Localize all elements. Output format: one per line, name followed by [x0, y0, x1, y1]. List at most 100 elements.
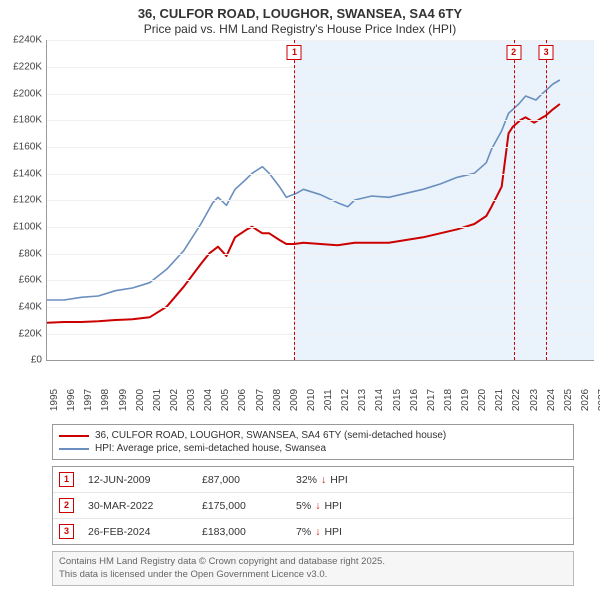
legend-label-hpi: HPI: Average price, semi-detached house,… [95, 443, 326, 454]
x-tick-label: 1997 [83, 389, 94, 411]
x-tick-label: 2014 [374, 389, 385, 411]
sale-row-date: 30-MAR-2022 [88, 500, 188, 512]
gridline [47, 147, 594, 148]
x-tick-label: 2018 [443, 389, 454, 411]
sale-row-delta: 5% ↓ HPI [296, 500, 342, 512]
sale-row: 1 12-JUN-2009 £87,000 32% ↓ HPI [53, 467, 573, 492]
y-tick-label: £20K [19, 328, 42, 339]
credit-box: Contains HM Land Registry data © Crown c… [52, 551, 574, 586]
x-tick-label: 2016 [409, 389, 420, 411]
x-tick-label: 1996 [66, 389, 77, 411]
gridline [47, 280, 594, 281]
x-tick-label: 2021 [494, 389, 505, 411]
sale-marker-line [294, 40, 295, 360]
sale-row-date: 12-JUN-2009 [88, 474, 188, 486]
sale-row-price: £175,000 [202, 500, 282, 512]
legend-item-hpi: HPI: Average price, semi-detached house,… [59, 442, 567, 455]
sale-row-delta: 32% ↓ HPI [296, 474, 348, 486]
gridline [47, 200, 594, 201]
x-tick-label: 1998 [100, 389, 111, 411]
sale-marker-badge: 2 [506, 45, 521, 60]
sale-marker-badge: 1 [287, 45, 302, 60]
y-tick-label: £60K [19, 275, 42, 286]
gridline [47, 120, 594, 121]
x-tick-label: 1999 [118, 389, 129, 411]
y-axis: £0£20K£40K£60K£80K£100K£120K£140K£160K£1… [0, 40, 46, 360]
arrow-down-icon: ↓ [321, 474, 326, 486]
x-tick-label: 2008 [272, 389, 283, 411]
y-tick-label: £40K [19, 301, 42, 312]
gridline [47, 94, 594, 95]
gridline [47, 67, 594, 68]
sale-row: 2 30-MAR-2022 £175,000 5% ↓ HPI [53, 492, 573, 518]
sale-marker-badge: 3 [539, 45, 554, 60]
x-tick-label: 1995 [49, 389, 60, 411]
x-tick-label: 2006 [237, 389, 248, 411]
sale-row-delta-pct: 32% [296, 474, 317, 486]
x-tick-label: 2007 [255, 389, 266, 411]
x-tick-label: 2022 [511, 389, 522, 411]
series-hpi [47, 80, 560, 300]
y-tick-label: £0 [31, 355, 42, 366]
x-tick-label: 2009 [289, 389, 300, 411]
x-axis: 1995 1996 1997 1998 1999 2000 2001 2002 2003 2004… [46, 360, 594, 420]
y-tick-label: £120K [13, 195, 42, 206]
gridline [47, 307, 594, 308]
y-tick-label: £180K [13, 115, 42, 126]
y-tick-label: £80K [19, 248, 42, 259]
x-tick-label: 2015 [392, 389, 403, 411]
sale-row-price: £87,000 [202, 474, 282, 486]
legend-item-property: 36, CULFOR ROAD, LOUGHOR, SWANSEA, SA4 6… [59, 429, 567, 442]
sale-row-vs: HPI [324, 500, 342, 512]
x-tick-label: 2003 [186, 389, 197, 411]
sale-row-date: 26-FEB-2024 [88, 526, 188, 538]
legend-swatch-hpi [59, 448, 89, 450]
plot-area: 1 2 3 [46, 40, 594, 361]
x-tick-label: 2005 [220, 389, 231, 411]
x-tick-label: 2001 [152, 389, 163, 411]
sale-row-delta-pct: 7% [296, 526, 311, 538]
y-tick-label: £140K [13, 168, 42, 179]
x-tick-label: 2024 [546, 389, 557, 411]
x-tick-label: 2004 [203, 389, 214, 411]
sale-marker-line [546, 40, 547, 360]
legend-label-property: 36, CULFOR ROAD, LOUGHOR, SWANSEA, SA4 6… [95, 430, 446, 441]
page-subtitle: Price paid vs. HM Land Registry's House … [0, 22, 600, 40]
sale-marker-line [514, 40, 515, 360]
y-tick-label: £160K [13, 141, 42, 152]
x-tick-label: 2019 [460, 389, 471, 411]
x-tick-label: 2000 [135, 389, 146, 411]
arrow-down-icon: ↓ [315, 500, 320, 512]
x-tick-label: 2026 [580, 389, 591, 411]
credit-line-2: This data is licensed under the Open Gov… [59, 569, 567, 581]
sale-row-vs: HPI [324, 526, 342, 538]
sale-row-vs: HPI [330, 474, 348, 486]
gridline [47, 40, 594, 41]
legend-swatch-property [59, 435, 89, 437]
chart: £0 £20K £40K £60K £80K £100K £120K £140K £160K £1… [0, 40, 600, 420]
y-tick-label: £200K [13, 88, 42, 99]
gridline [47, 227, 594, 228]
sale-row: 326-FEB-2024£183,0007%↓HPI [53, 518, 573, 544]
gridline [47, 174, 594, 175]
sale-row-marker: 1 [59, 472, 74, 487]
gridline [47, 254, 594, 255]
x-tick-label: 2017 [426, 389, 437, 411]
y-tick-label: £240K [13, 35, 42, 46]
sale-row-delta: 7% ↓ HPI [296, 526, 342, 538]
legend: 36, CULFOR ROAD, LOUGHOR, SWANSEA, SA4 6… [52, 424, 574, 460]
x-tick-label: 2020 [477, 389, 488, 411]
y-tick-label: £100K [13, 221, 42, 232]
sale-row-price: £183,000 [202, 526, 282, 538]
x-tick-label: 2025 [563, 389, 574, 411]
x-tick-label: 2012 [340, 389, 351, 411]
credit-line-1: Contains HM Land Registry data © Crown c… [59, 556, 567, 568]
sale-row-marker: 2 [59, 498, 74, 513]
x-tick-label: 2010 [306, 389, 317, 411]
x-tick-label: 2013 [357, 389, 368, 411]
sales-table: 1 12-JUN-2009 £87,000 32% ↓ HPI 2 30-MAR-2022 £1… [52, 466, 574, 545]
arrow-down-icon: ↓ [315, 526, 320, 538]
sale-row-delta-pct: 5% [296, 500, 311, 512]
x-tick-label: 2011 [323, 389, 334, 411]
x-tick-label: 2002 [169, 389, 180, 411]
